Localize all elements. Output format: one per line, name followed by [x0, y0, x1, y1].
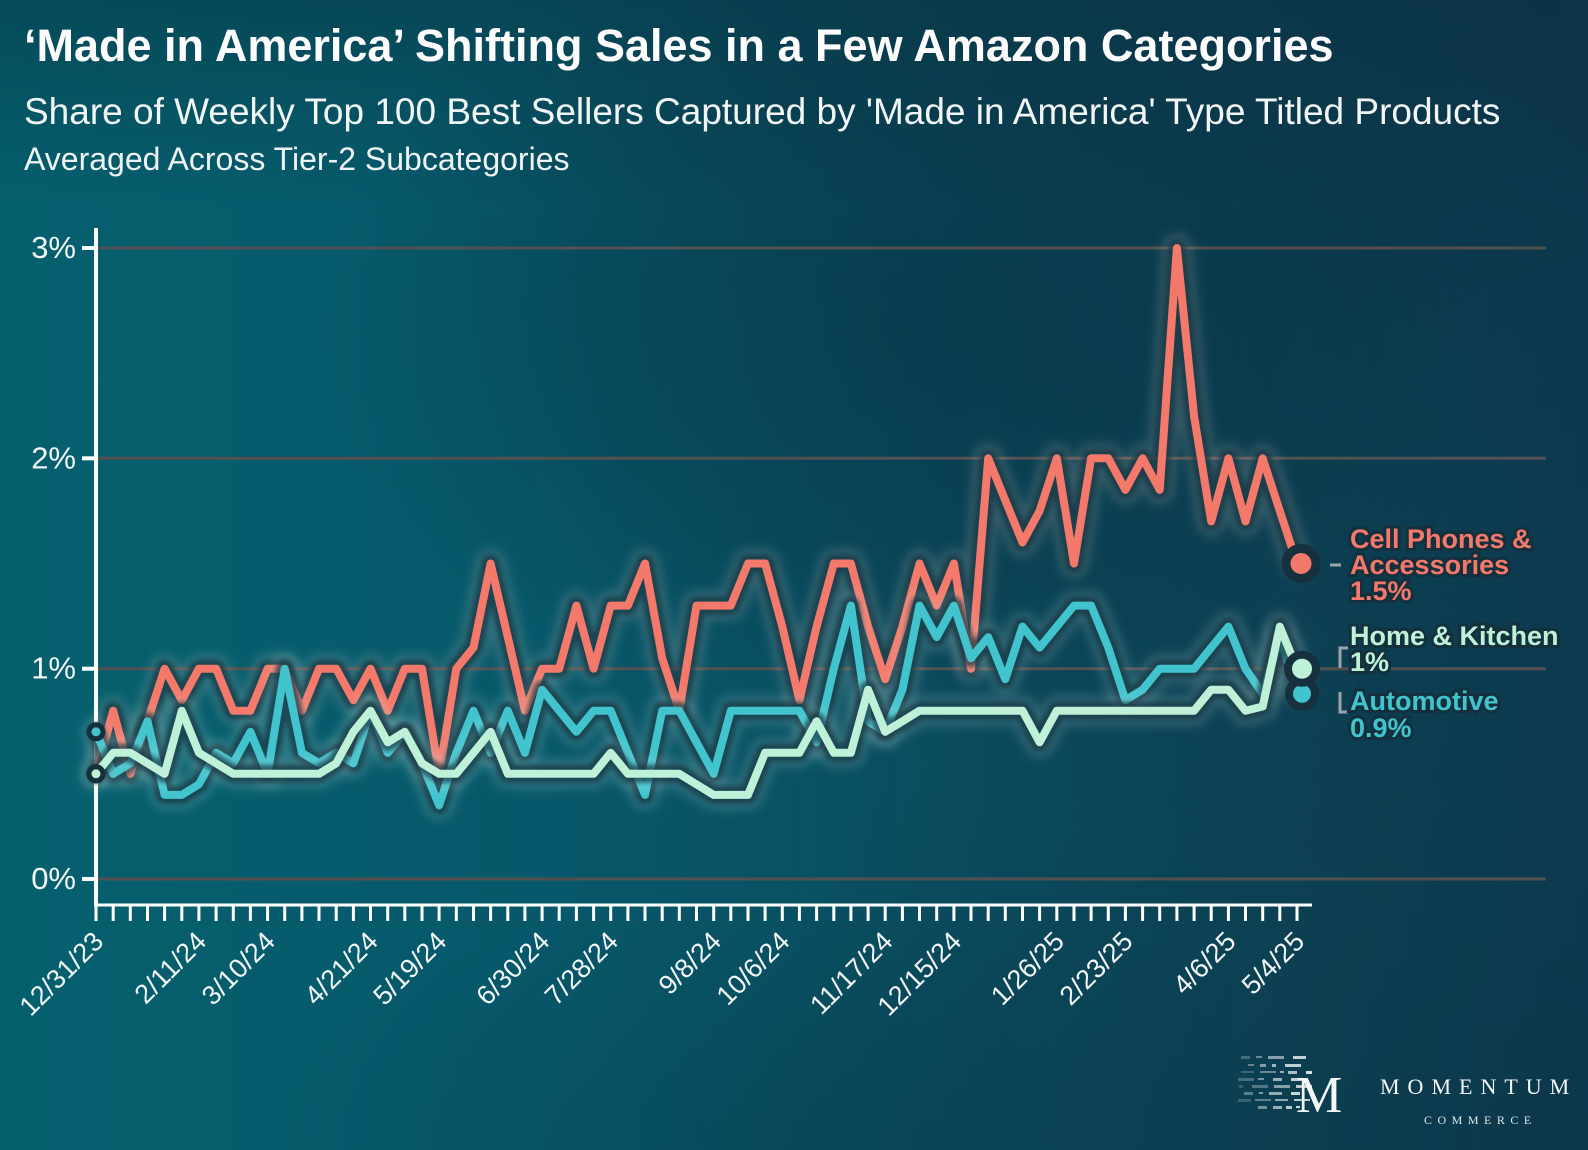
svg-text:MOMENTUM: MOMENTUM [1380, 1074, 1577, 1099]
svg-text:COMMERCE: COMMERCE [1424, 1113, 1537, 1127]
svg-text:1%: 1% [31, 651, 76, 686]
svg-text:Averaged Across Tier-2 Subcate: Averaged Across Tier-2 Subcategories [24, 141, 569, 177]
svg-text:3%: 3% [31, 230, 76, 265]
svg-text:Share of Weekly Top 100 Best S: Share of Weekly Top 100 Best Sellers Cap… [24, 91, 1500, 132]
svg-text:2%: 2% [31, 440, 76, 475]
svg-text:1%: 1% [1350, 647, 1389, 677]
svg-text:‘Made in America’ Shifting Sal: ‘Made in America’ Shifting Sales in a Fe… [24, 20, 1334, 71]
svg-text:Cell Phones &: Cell Phones & [1350, 524, 1532, 554]
svg-text:1.5%: 1.5% [1350, 576, 1412, 606]
svg-text:Automotive: Automotive [1350, 686, 1499, 716]
svg-text:Accessories: Accessories [1350, 550, 1509, 580]
svg-text:0%: 0% [31, 861, 76, 896]
svg-text:M: M [1296, 1067, 1342, 1124]
svg-text:0.9%: 0.9% [1350, 713, 1412, 743]
svg-text:Home & Kitchen: Home & Kitchen [1350, 621, 1559, 651]
